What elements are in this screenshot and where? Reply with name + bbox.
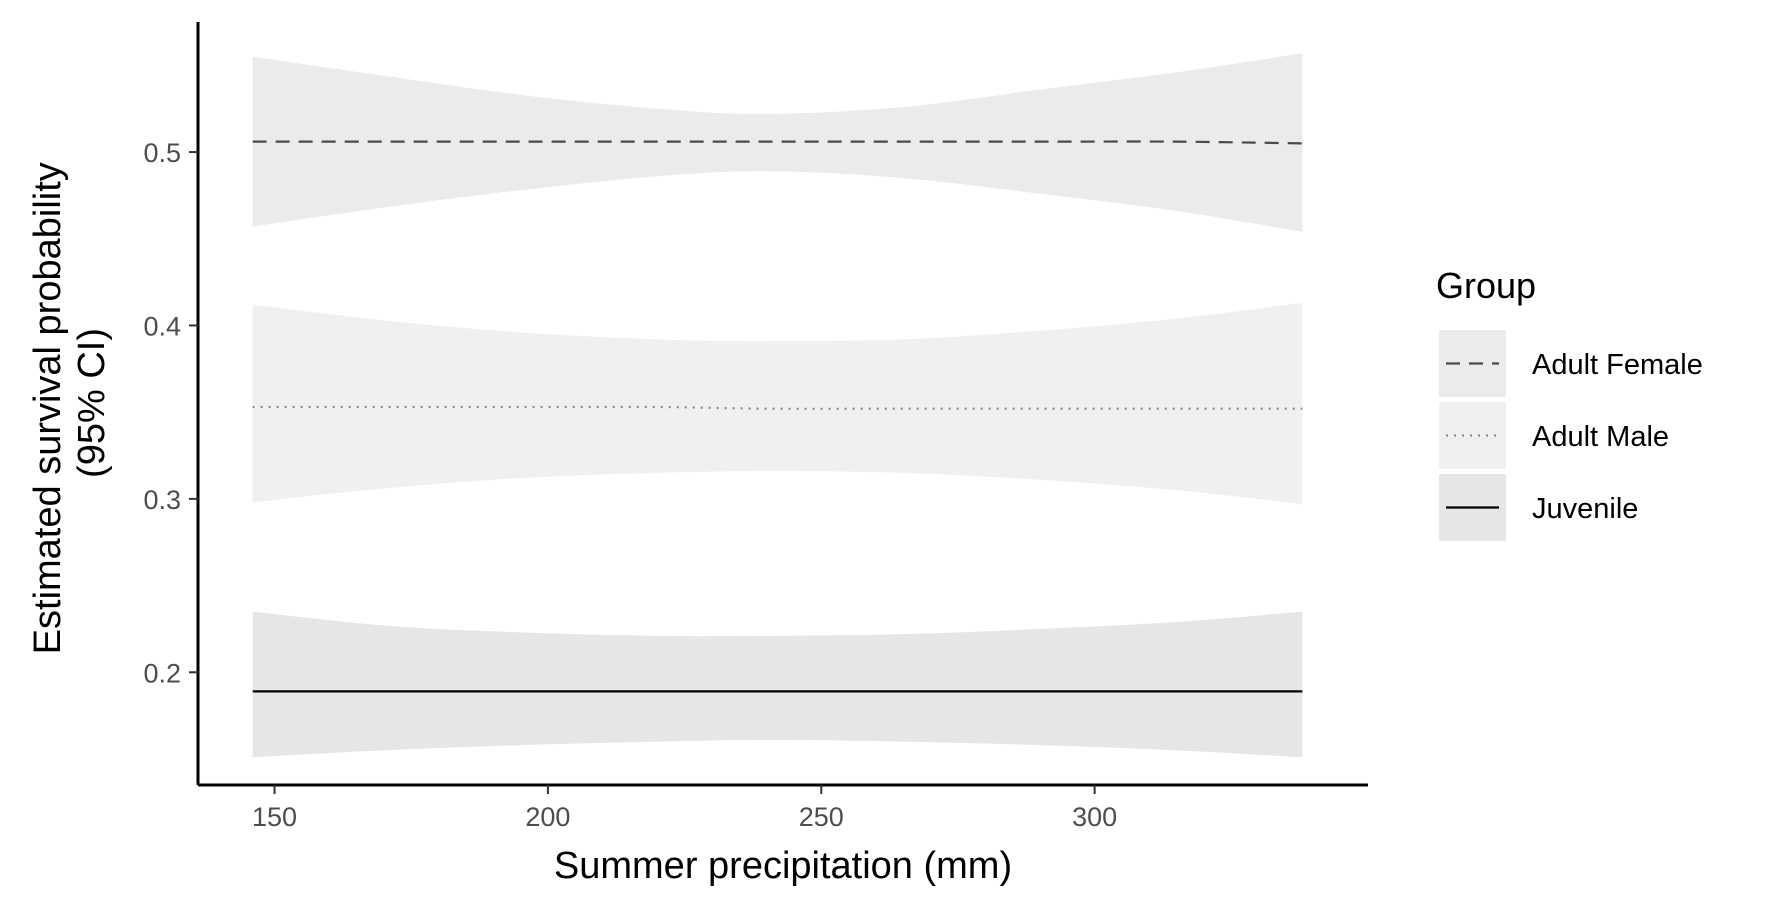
x-tick-label: 200 (525, 802, 570, 832)
y-axis-title-line-1: Estimated survival probability (27, 162, 69, 654)
legend-label: Adult Male (1532, 421, 1669, 453)
y-tick-label: 0.3 (143, 485, 181, 515)
x-tick-label: 250 (799, 802, 844, 832)
ribbon-juvenile (252, 611, 1303, 758)
x-axis-title: Summer precipitation (mm) (554, 845, 1012, 887)
x-tick-label: 150 (252, 802, 297, 832)
legend-label: Juvenile (1532, 493, 1638, 525)
y-axis-title: Estimated survival probability (95% CI) (27, 152, 113, 655)
legend: Group Adult Female Adult Male Juvenile (1436, 265, 1703, 541)
y-tick-label: 0.5 (143, 138, 181, 168)
legend-title: Group (1436, 265, 1536, 306)
y-tick-label: 0.2 (143, 658, 181, 688)
legend-label: Adult Female (1532, 349, 1703, 381)
y-tick-label: 0.4 (143, 311, 181, 341)
y-ticks: 0.2 0.3 0.4 0.5 (143, 138, 198, 688)
legend-item-adult-female: Adult Female (1439, 330, 1703, 397)
estimate-lines (252, 140, 1303, 693)
axes (196, 22, 1368, 787)
x-ticks: 150 200 250 300 (252, 785, 1117, 832)
legend-items: Adult Female Adult Male Juvenile (1439, 330, 1703, 541)
ribbon-adult-female (252, 53, 1303, 232)
legend-item-juvenile: Juvenile (1439, 474, 1638, 541)
line-adult-female (252, 140, 1303, 145)
ribbon-adult-male (252, 302, 1303, 505)
y-axis-title-line-2: (95% CI) (71, 328, 113, 478)
x-tick-label: 300 (1072, 802, 1117, 832)
legend-item-adult-male: Adult Male (1439, 402, 1669, 469)
confidence-ribbons (252, 53, 1303, 758)
